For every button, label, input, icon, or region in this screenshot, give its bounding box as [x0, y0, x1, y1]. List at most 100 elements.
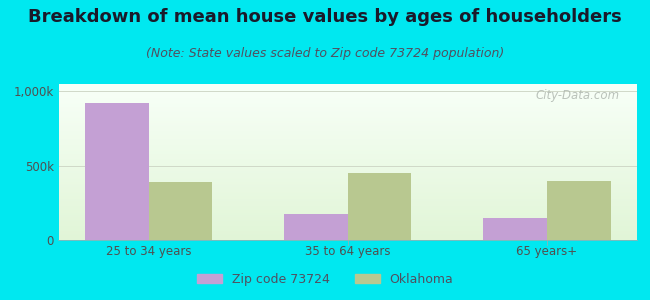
Bar [58, 195, 637, 196]
Bar [58, 101, 637, 103]
Bar [58, 192, 637, 193]
Bar [58, 173, 637, 175]
Bar [58, 97, 637, 98]
Bar [58, 190, 637, 192]
Bar [58, 176, 637, 178]
Bar [58, 235, 637, 237]
Bar [58, 187, 637, 188]
Bar [58, 171, 637, 173]
Bar [58, 209, 637, 210]
Bar [58, 164, 637, 165]
Bar [58, 215, 637, 217]
Bar [483, 218, 547, 240]
Bar [58, 224, 637, 226]
Bar [58, 212, 637, 214]
Bar [58, 118, 637, 120]
Bar [58, 181, 637, 182]
Bar [58, 129, 637, 131]
Bar [547, 181, 611, 240]
Bar [58, 136, 637, 137]
Bar [58, 200, 637, 201]
Bar [58, 184, 637, 185]
Bar [58, 156, 637, 157]
Bar [58, 106, 637, 107]
Bar [58, 122, 637, 123]
Bar [58, 148, 637, 149]
Bar [58, 220, 637, 221]
Bar [58, 98, 637, 100]
Bar [58, 206, 637, 207]
Bar [58, 196, 637, 198]
Bar [58, 140, 637, 142]
Bar [58, 131, 637, 132]
Bar [58, 231, 637, 232]
Bar [58, 185, 637, 187]
Bar [58, 229, 637, 231]
Bar [58, 210, 637, 212]
Bar [58, 167, 637, 168]
Bar [58, 95, 637, 97]
Bar [58, 217, 637, 218]
Bar [58, 112, 637, 114]
Bar [58, 202, 637, 204]
Bar [58, 115, 637, 117]
Bar [58, 126, 637, 128]
Bar [58, 109, 637, 110]
Bar [58, 227, 637, 229]
Bar [58, 157, 637, 159]
Bar [58, 178, 637, 179]
Bar [84, 103, 149, 240]
Bar [58, 237, 637, 238]
Bar [58, 159, 637, 160]
Bar [58, 107, 637, 109]
Bar [58, 207, 637, 209]
Bar [58, 132, 637, 134]
Bar [58, 90, 637, 92]
Bar [58, 160, 637, 162]
Bar [58, 134, 637, 136]
Bar [58, 149, 637, 151]
Bar [58, 124, 637, 126]
Bar [58, 188, 637, 190]
Bar [58, 146, 637, 148]
Bar [58, 117, 637, 118]
Bar [58, 110, 637, 112]
Legend: Zip code 73724, Oklahoma: Zip code 73724, Oklahoma [192, 268, 458, 291]
Bar [284, 214, 348, 240]
Bar [58, 204, 637, 206]
Bar [58, 128, 637, 129]
Bar [58, 139, 637, 140]
Bar [58, 170, 637, 171]
Bar [58, 87, 637, 89]
Bar [58, 154, 637, 156]
Bar [58, 103, 637, 104]
Bar [348, 173, 411, 240]
Bar [58, 223, 637, 224]
Bar [58, 218, 637, 220]
Bar [58, 89, 637, 90]
Bar [58, 214, 637, 215]
Bar [58, 85, 637, 87]
Bar [58, 153, 637, 154]
Bar [58, 104, 637, 106]
Text: (Note: State values scaled to Zip code 73724 population): (Note: State values scaled to Zip code 7… [146, 46, 504, 59]
Bar [58, 182, 637, 184]
Bar [58, 238, 637, 240]
Bar [58, 100, 637, 101]
Bar [58, 168, 637, 170]
Text: City-Data.com: City-Data.com [536, 89, 619, 102]
Bar [58, 162, 637, 164]
Bar [58, 84, 637, 86]
Bar [149, 182, 213, 240]
Bar [58, 120, 637, 122]
Bar [58, 93, 637, 95]
Bar [58, 179, 637, 181]
Bar [58, 92, 637, 93]
Bar [58, 151, 637, 153]
Bar [58, 142, 637, 143]
Bar [58, 114, 637, 115]
Bar [58, 175, 637, 176]
Bar [58, 226, 637, 227]
Bar [58, 232, 637, 234]
Bar [58, 145, 637, 146]
